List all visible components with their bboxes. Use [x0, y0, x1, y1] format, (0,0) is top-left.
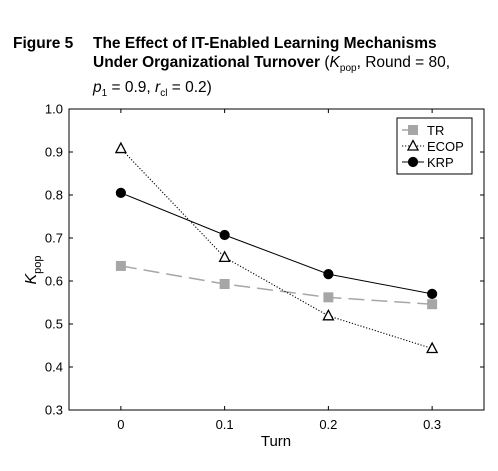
legend-label-ecop: ECOP [427, 139, 464, 154]
y-axis-label: Kpop [23, 255, 44, 284]
data-point-krp [323, 269, 334, 280]
plot-area-frame [68, 108, 485, 411]
x-tick-label: 0.3 [423, 417, 441, 432]
param-p-subscript: 1 [101, 88, 108, 100]
param-round: , Round = 80, [356, 54, 451, 71]
data-point-tr [219, 279, 230, 290]
series-line-tr [120, 265, 433, 305]
data-point-krp [115, 187, 126, 198]
x-axis-label: Turn [261, 433, 291, 450]
param-p-value: = 0.9, [107, 79, 156, 97]
title-line-2: Under Organizational Turnover [93, 54, 321, 71]
legend-marker-tr [408, 125, 418, 135]
data-point-tr [323, 292, 334, 303]
data-point-ecop [218, 250, 231, 263]
data-point-krp [219, 229, 230, 241]
data-point-tr [115, 260, 126, 271]
series-line-krp [120, 192, 433, 295]
legend-label-krp: KRP [427, 155, 454, 170]
y-axis-label-subscript: pop [32, 255, 44, 273]
data-point-ecop [114, 141, 127, 154]
figure-title: The Effect of IT-Enabled Learning Mechan… [93, 34, 483, 103]
y-tick-label: 0.5 [45, 317, 63, 332]
y-tick-label: 0.9 [45, 145, 63, 160]
legend-label-tr: TR [427, 123, 444, 138]
data-point-krp [427, 288, 438, 299]
data-point-ecop [322, 308, 335, 321]
param-r-symbol: r [155, 79, 161, 97]
series-line-ecop [120, 148, 433, 350]
x-tick-label: 0 [117, 417, 124, 432]
title-line-1: The Effect of IT-Enabled Learning Mechan… [93, 35, 437, 52]
data-point-tr [427, 299, 438, 310]
params-open: ( [320, 54, 330, 71]
y-axis-label-symbol: K [23, 273, 40, 285]
param-r-value: = 0.2) [167, 79, 212, 97]
legend-marker-krp [407, 156, 419, 168]
legend-marker-ecop [406, 139, 420, 151]
figure-label: Figure 5 [13, 35, 74, 52]
x-tick-label: 0.2 [319, 417, 337, 432]
y-tick-label: 0.4 [45, 360, 63, 375]
y-tick-label: 0.6 [45, 274, 63, 289]
param-k-symbol: K [329, 54, 340, 71]
y-tick-label: 0.7 [45, 231, 63, 246]
x-tick-label: 0.1 [216, 417, 234, 432]
param-k-subscript: pop [339, 63, 357, 75]
param-p-symbol: p [93, 79, 102, 97]
y-tick-label: 0.8 [45, 188, 63, 203]
y-tick-label: 1.0 [45, 102, 63, 117]
y-tick-label: 0.3 [45, 403, 63, 418]
data-point-ecop [426, 341, 439, 354]
param-r-subscript: cl [160, 88, 168, 100]
